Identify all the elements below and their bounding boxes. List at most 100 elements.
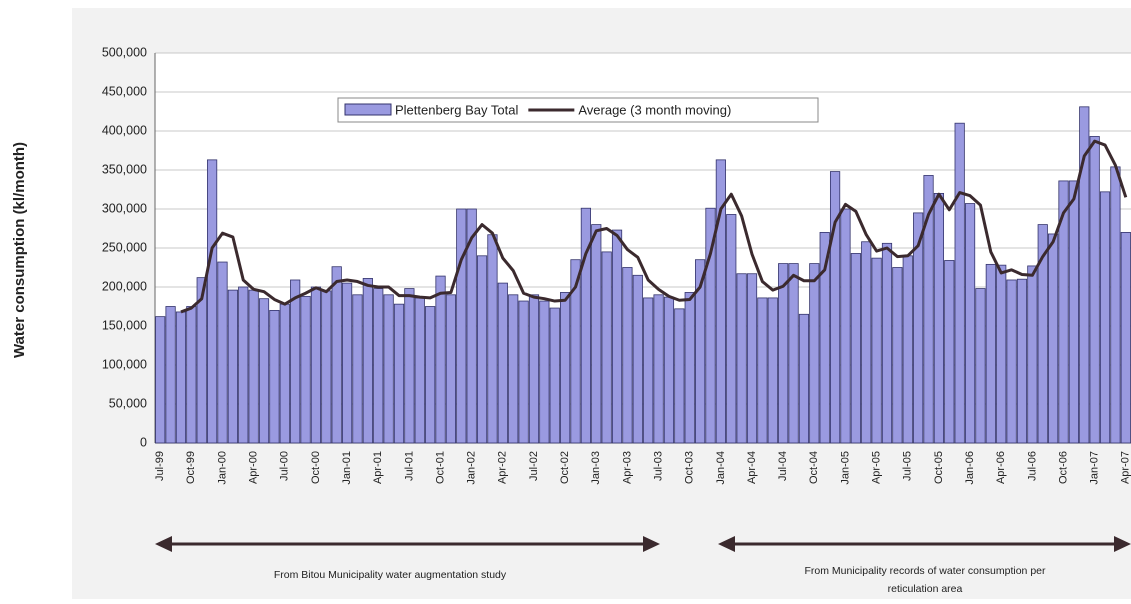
bar <box>653 294 664 444</box>
x-tick-label: Jul-03 <box>652 451 664 481</box>
y-tick-label: 100,000 <box>102 357 147 371</box>
bar <box>290 279 301 444</box>
bar <box>560 292 571 444</box>
bar <box>726 214 737 444</box>
bar <box>518 300 529 444</box>
x-tick-label: Jan-06 <box>964 451 976 485</box>
bar <box>445 294 457 444</box>
bar <box>923 175 934 444</box>
bar <box>746 273 758 444</box>
bar <box>798 313 810 444</box>
bar <box>508 294 519 444</box>
bar <box>175 311 187 444</box>
bar <box>778 263 789 444</box>
bar <box>788 263 799 444</box>
x-tick-label: Apr-05 <box>871 451 883 484</box>
bar <box>663 296 675 444</box>
bar <box>1048 233 1059 444</box>
annotation: reticulation area <box>888 583 963 595</box>
bar <box>850 253 861 444</box>
x-tick-label: Jul-06 <box>1026 451 1038 481</box>
y-tick-label: 350,000 <box>102 162 147 176</box>
x-tick-label: Jan-07 <box>1089 451 1101 485</box>
arrow-left <box>155 536 660 552</box>
bar <box>1037 224 1048 444</box>
bar <box>892 267 903 444</box>
bar <box>341 282 353 444</box>
bar <box>881 242 893 444</box>
bar <box>964 203 976 444</box>
bar <box>736 273 747 444</box>
x-tick-label: Jan-00 <box>216 451 228 485</box>
bar <box>383 294 394 444</box>
x-tick-label: Oct-99 <box>185 451 197 484</box>
annotation: From Municipality records of water consu… <box>804 565 1046 577</box>
x-tick-label: Oct-06 <box>1057 451 1069 484</box>
bar <box>622 267 633 444</box>
x-tick-label: Apr-01 <box>372 451 384 484</box>
bar <box>217 261 228 444</box>
bar <box>715 159 726 444</box>
bar <box>643 297 654 444</box>
bar <box>549 307 560 444</box>
x-tick-label: Oct-05 <box>933 451 945 484</box>
bar <box>227 289 238 444</box>
y-tick-label: 500,000 <box>102 45 147 59</box>
y-tick-label: 0 <box>140 435 147 449</box>
bar <box>310 286 322 444</box>
bar <box>695 259 706 444</box>
bar <box>954 122 965 444</box>
bar <box>1120 231 1131 444</box>
bar <box>933 192 945 444</box>
x-tick-label: Oct-01 <box>434 451 446 484</box>
bar <box>196 277 207 444</box>
legend-label: Plettenberg Bay Total <box>395 102 518 117</box>
bar <box>996 264 1007 444</box>
bar <box>352 294 363 444</box>
bar <box>975 288 986 444</box>
bar <box>1079 106 1090 444</box>
x-tick-label: Apr-02 <box>497 451 509 484</box>
x-tick-label: Apr-04 <box>746 451 758 484</box>
bar <box>404 288 415 444</box>
bar <box>528 294 540 444</box>
bar <box>985 263 996 444</box>
x-tick-label: Apr-07 <box>1120 451 1131 484</box>
bar <box>580 207 591 444</box>
x-tick-label: Jan-05 <box>839 451 851 485</box>
arrow-right <box>718 536 1131 552</box>
bar <box>871 257 882 444</box>
y-tick-label: 450,000 <box>102 84 147 98</box>
bar <box>393 303 405 444</box>
x-tick-label: Oct-02 <box>559 451 571 484</box>
x-tick-label: Jul-04 <box>777 451 789 481</box>
y-tick-label: 400,000 <box>102 123 147 137</box>
bar <box>611 229 623 444</box>
bar <box>425 306 436 444</box>
bar <box>809 263 820 444</box>
bar <box>331 266 342 444</box>
bar <box>1027 265 1038 444</box>
legend-box <box>337 97 819 123</box>
bar <box>476 255 488 444</box>
legend: Plettenberg Bay Total Average (3 month mo… <box>337 97 819 123</box>
y-tick-label: 200,000 <box>102 279 147 293</box>
bar <box>913 212 924 444</box>
bar <box>487 234 498 444</box>
bar <box>207 159 218 444</box>
bar <box>539 300 550 444</box>
bar <box>362 278 373 444</box>
bar <box>1089 136 1100 444</box>
bar <box>705 207 716 444</box>
bar <box>238 286 249 444</box>
bar <box>819 231 830 444</box>
bar <box>684 292 695 444</box>
bar <box>591 224 602 444</box>
x-tick-label: Jul-00 <box>279 451 291 481</box>
x-tick-label: Jul-01 <box>403 451 415 481</box>
line <box>180 139 1128 314</box>
bar <box>1016 278 1028 444</box>
bar <box>373 288 384 444</box>
bar <box>840 208 851 444</box>
